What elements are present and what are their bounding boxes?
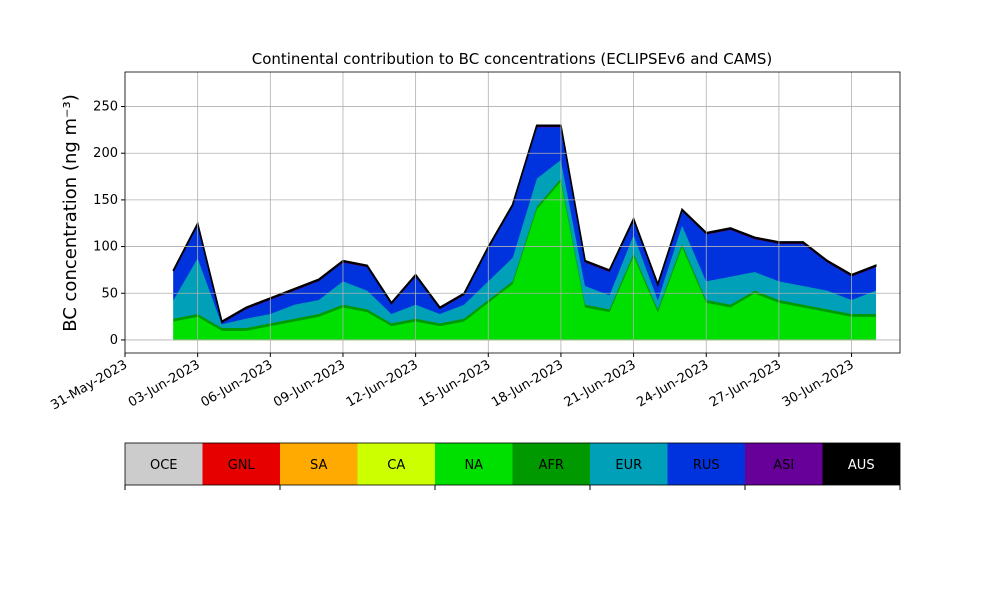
y-tick-label: 0	[110, 333, 118, 348]
legend-label: NA	[464, 458, 483, 473]
x-tick-label: 27-Jun-2023	[707, 357, 784, 410]
y-tick-label: 250	[93, 100, 118, 115]
legend-swatch	[512, 443, 590, 485]
plot-frame	[124, 71, 901, 354]
x-tick-label: 12-Jun-2023	[344, 357, 421, 410]
legend-swatch	[745, 443, 823, 485]
y-tick-label: 150	[93, 193, 118, 208]
legend-label: ASI	[773, 458, 794, 473]
legend-label: AUS	[848, 458, 875, 473]
legend-label: CA	[387, 458, 405, 473]
legend-label: GNL	[228, 458, 256, 473]
y-tick-label: 100	[93, 240, 118, 255]
legend-label: AFR	[539, 458, 564, 473]
chart-title: Continental contribution to BC concentra…	[252, 50, 773, 68]
x-tick-label: 15-Jun-2023	[416, 357, 493, 410]
legend-swatch	[822, 443, 900, 485]
legend-swatch	[280, 443, 358, 485]
x-tick-label: 24-Jun-2023	[634, 357, 711, 410]
legend-label: RUS	[693, 458, 720, 473]
legend-swatch	[667, 443, 745, 485]
x-tick-label: 09-Jun-2023	[271, 357, 348, 410]
legend-swatch	[590, 443, 668, 485]
legend-swatch	[435, 443, 513, 485]
y-tick-label: 50	[101, 286, 118, 301]
legend-swatch	[357, 443, 435, 485]
legend-frame	[124, 442, 901, 486]
legend-label: SA	[310, 458, 327, 473]
legend-label: OCE	[150, 458, 178, 473]
x-tick-label: 30-Jun-2023	[780, 357, 857, 410]
x-tick-label: 21-Jun-2023	[562, 357, 639, 410]
legend-label: EUR	[615, 458, 642, 473]
x-tick-label: 31-May-2023	[48, 357, 130, 413]
y-axis-label: BC concentration (ng m⁻³)	[60, 94, 81, 332]
y-tick-label: 200	[93, 146, 118, 161]
legend-swatch	[125, 443, 203, 485]
x-tick-label: 18-Jun-2023	[489, 357, 566, 410]
x-tick-label: 06-Jun-2023	[198, 357, 275, 410]
legend-swatch	[202, 443, 280, 485]
x-tick-label: 03-Jun-2023	[126, 357, 203, 410]
